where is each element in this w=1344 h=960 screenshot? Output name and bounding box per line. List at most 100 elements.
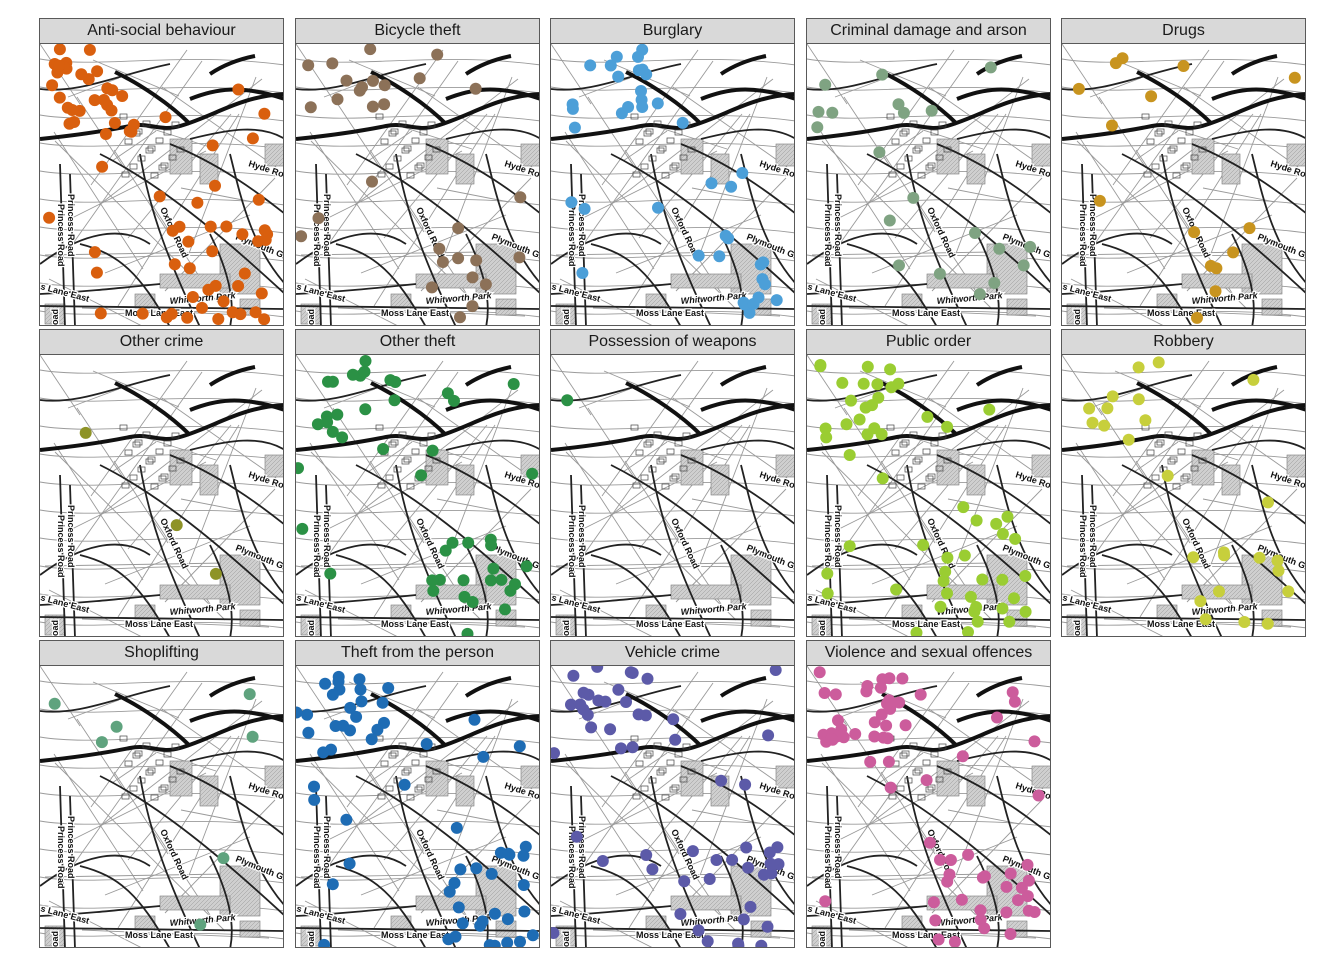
crime-point <box>204 220 217 233</box>
crime-point <box>578 202 591 215</box>
crime-point <box>973 288 986 301</box>
crime-point <box>364 44 377 56</box>
crime-point <box>1177 60 1190 72</box>
crime-point <box>837 731 850 744</box>
crime-point <box>488 907 501 920</box>
crime-point <box>876 472 889 485</box>
crime-point <box>443 885 456 898</box>
crime-point <box>632 50 644 63</box>
crime-point <box>1213 585 1225 598</box>
crime-point <box>413 72 426 85</box>
crime-point <box>1022 904 1035 917</box>
crime-point <box>705 177 718 190</box>
svg-text:s Lane East: s Lane East <box>551 281 601 304</box>
crime-point <box>934 853 946 866</box>
crime-point <box>1191 311 1203 324</box>
crime-point <box>1028 735 1041 748</box>
crime-point <box>326 425 339 438</box>
crime-point <box>238 267 251 280</box>
svg-text:Princess Road: Princess Road <box>1088 194 1098 257</box>
crime-point <box>873 146 886 159</box>
svg-text:Princess Road: Princess Road <box>322 505 332 568</box>
svg-text:Moss Lane East: Moss Lane East <box>892 308 960 318</box>
crime-point <box>956 750 969 763</box>
crime-point <box>322 375 334 388</box>
crime-point <box>53 44 66 56</box>
svg-text:s Lane East: s Lane East <box>807 281 857 304</box>
facet-panel: Shoplifting Hyde Ro Princess Road Princess … <box>39 640 284 948</box>
crime-point <box>755 939 768 947</box>
map-panel: Hyde Ro Princess Road Princess Road Oxford … <box>39 665 284 948</box>
crime-point <box>1019 570 1032 582</box>
svg-text:Moss Lane East: Moss Lane East <box>636 619 704 629</box>
crime-point <box>301 708 314 721</box>
crime-point <box>116 90 129 102</box>
crime-point <box>108 117 121 129</box>
crime-point <box>765 867 778 880</box>
crime-point <box>217 295 230 308</box>
crime-points <box>565 44 783 319</box>
crime-point <box>857 377 870 390</box>
crime-point <box>246 730 259 743</box>
crime-point <box>747 297 760 310</box>
crime-point <box>236 228 249 241</box>
crime-point <box>206 139 219 152</box>
crime-point <box>929 914 942 927</box>
crime-point <box>861 428 874 441</box>
svg-text:Oxford Road: Oxford Road <box>925 517 957 571</box>
crime-point <box>367 74 379 87</box>
map-panel: Hyde Ro Princess Road Princess Road Oxford … <box>550 665 795 948</box>
crime-point <box>446 536 459 549</box>
crime-point <box>1109 57 1122 70</box>
crime-point <box>604 723 617 736</box>
svg-text:ss Road: ss Road <box>561 931 571 948</box>
svg-text:s Lane East: s Lane East <box>807 903 857 926</box>
svg-text:Princess Road: Princess Road <box>577 505 587 568</box>
crime-point <box>1003 615 1016 628</box>
crime-point <box>740 841 753 854</box>
crime-point <box>246 132 259 145</box>
crime-point <box>350 710 363 723</box>
crime-point <box>1122 433 1135 446</box>
crime-points <box>1083 356 1295 630</box>
crime-point <box>1098 419 1111 432</box>
crime-point <box>884 363 897 376</box>
crime-point <box>864 755 877 768</box>
crime-point <box>426 444 439 457</box>
svg-text:ss Road: ss Road <box>50 931 60 948</box>
crime-point <box>819 422 832 435</box>
crime-point <box>1006 686 1019 699</box>
crime-point <box>255 287 268 300</box>
crime-point <box>159 111 172 124</box>
crime-point <box>1083 402 1096 415</box>
crime-point <box>596 855 609 867</box>
crime-point <box>1106 390 1119 403</box>
crime-point <box>452 222 465 235</box>
crime-point <box>993 242 1006 255</box>
crime-point <box>996 602 1009 615</box>
crime-point <box>932 933 945 946</box>
crime-point <box>48 697 61 710</box>
crime-point <box>425 281 438 294</box>
svg-text:s Lane East: s Lane East <box>40 592 90 615</box>
crime-points <box>43 44 274 325</box>
facet-title: Shoplifting <box>39 640 284 665</box>
svg-text:s Lane East: s Lane East <box>296 903 346 926</box>
crime-point <box>96 160 109 173</box>
crime-point <box>101 82 114 95</box>
crime-point <box>259 234 272 246</box>
crime-point <box>818 687 831 699</box>
svg-text:Whitworth Park: Whitworth Park <box>680 912 748 928</box>
crime-point <box>620 696 632 708</box>
crime-point <box>302 59 315 72</box>
crime-point <box>917 539 930 551</box>
basemap <box>296 44 539 325</box>
basemap <box>296 355 539 636</box>
facet-title: Criminal damage and arson <box>806 18 1051 43</box>
crime-point <box>513 740 526 753</box>
crime-point <box>452 252 465 265</box>
crime-point <box>585 721 598 734</box>
facet-title: Vehicle crime <box>550 640 795 665</box>
svg-text:Princess Road: Princess Road <box>56 204 66 267</box>
basemap <box>40 666 283 947</box>
